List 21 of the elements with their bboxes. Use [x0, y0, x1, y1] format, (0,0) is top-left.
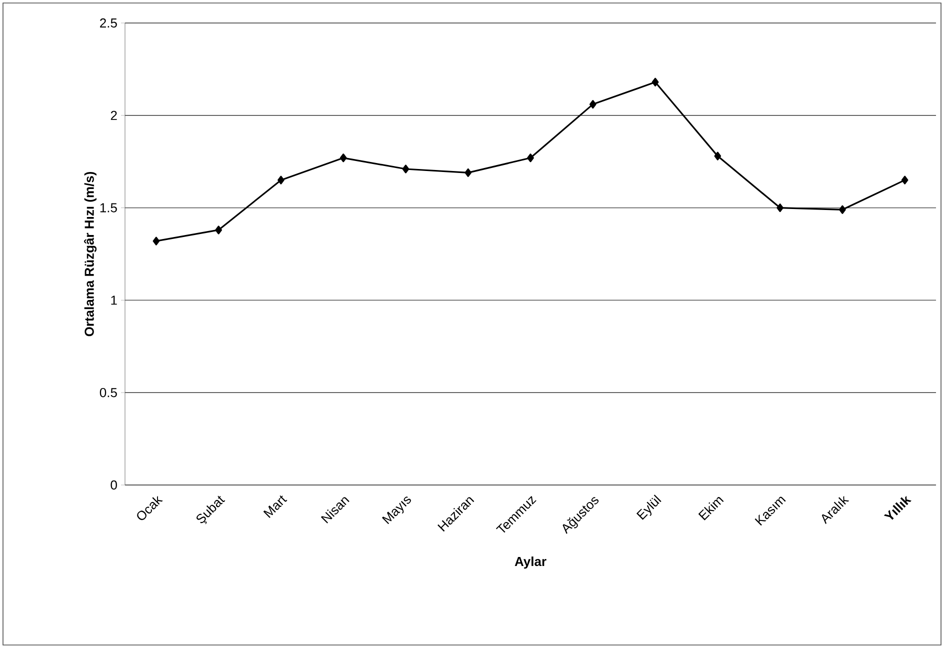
y-tick-label: 2.5	[100, 18, 117, 28]
x-axis-title: Aylar	[514, 556, 546, 569]
point	[901, 176, 908, 184]
y-tick-label: 1	[111, 296, 117, 305]
point	[152, 236, 160, 246]
y-tick-label: 0	[110, 480, 117, 490]
point	[215, 226, 222, 234]
y-tick-label: 2	[110, 110, 117, 120]
point	[278, 176, 284, 184]
y-tick-label: 0.5	[100, 388, 117, 398]
point	[402, 164, 410, 174]
point	[464, 168, 472, 177]
point	[589, 100, 596, 109]
point	[714, 152, 722, 160]
point	[776, 204, 784, 212]
y-axis-title: Ortalama Rüzgâr Hızı (m/s)	[84, 172, 97, 336]
point	[527, 154, 534, 162]
point	[340, 154, 347, 162]
y-tick-label: 1.5	[100, 203, 117, 212]
point	[839, 205, 846, 214]
point	[652, 78, 659, 86]
